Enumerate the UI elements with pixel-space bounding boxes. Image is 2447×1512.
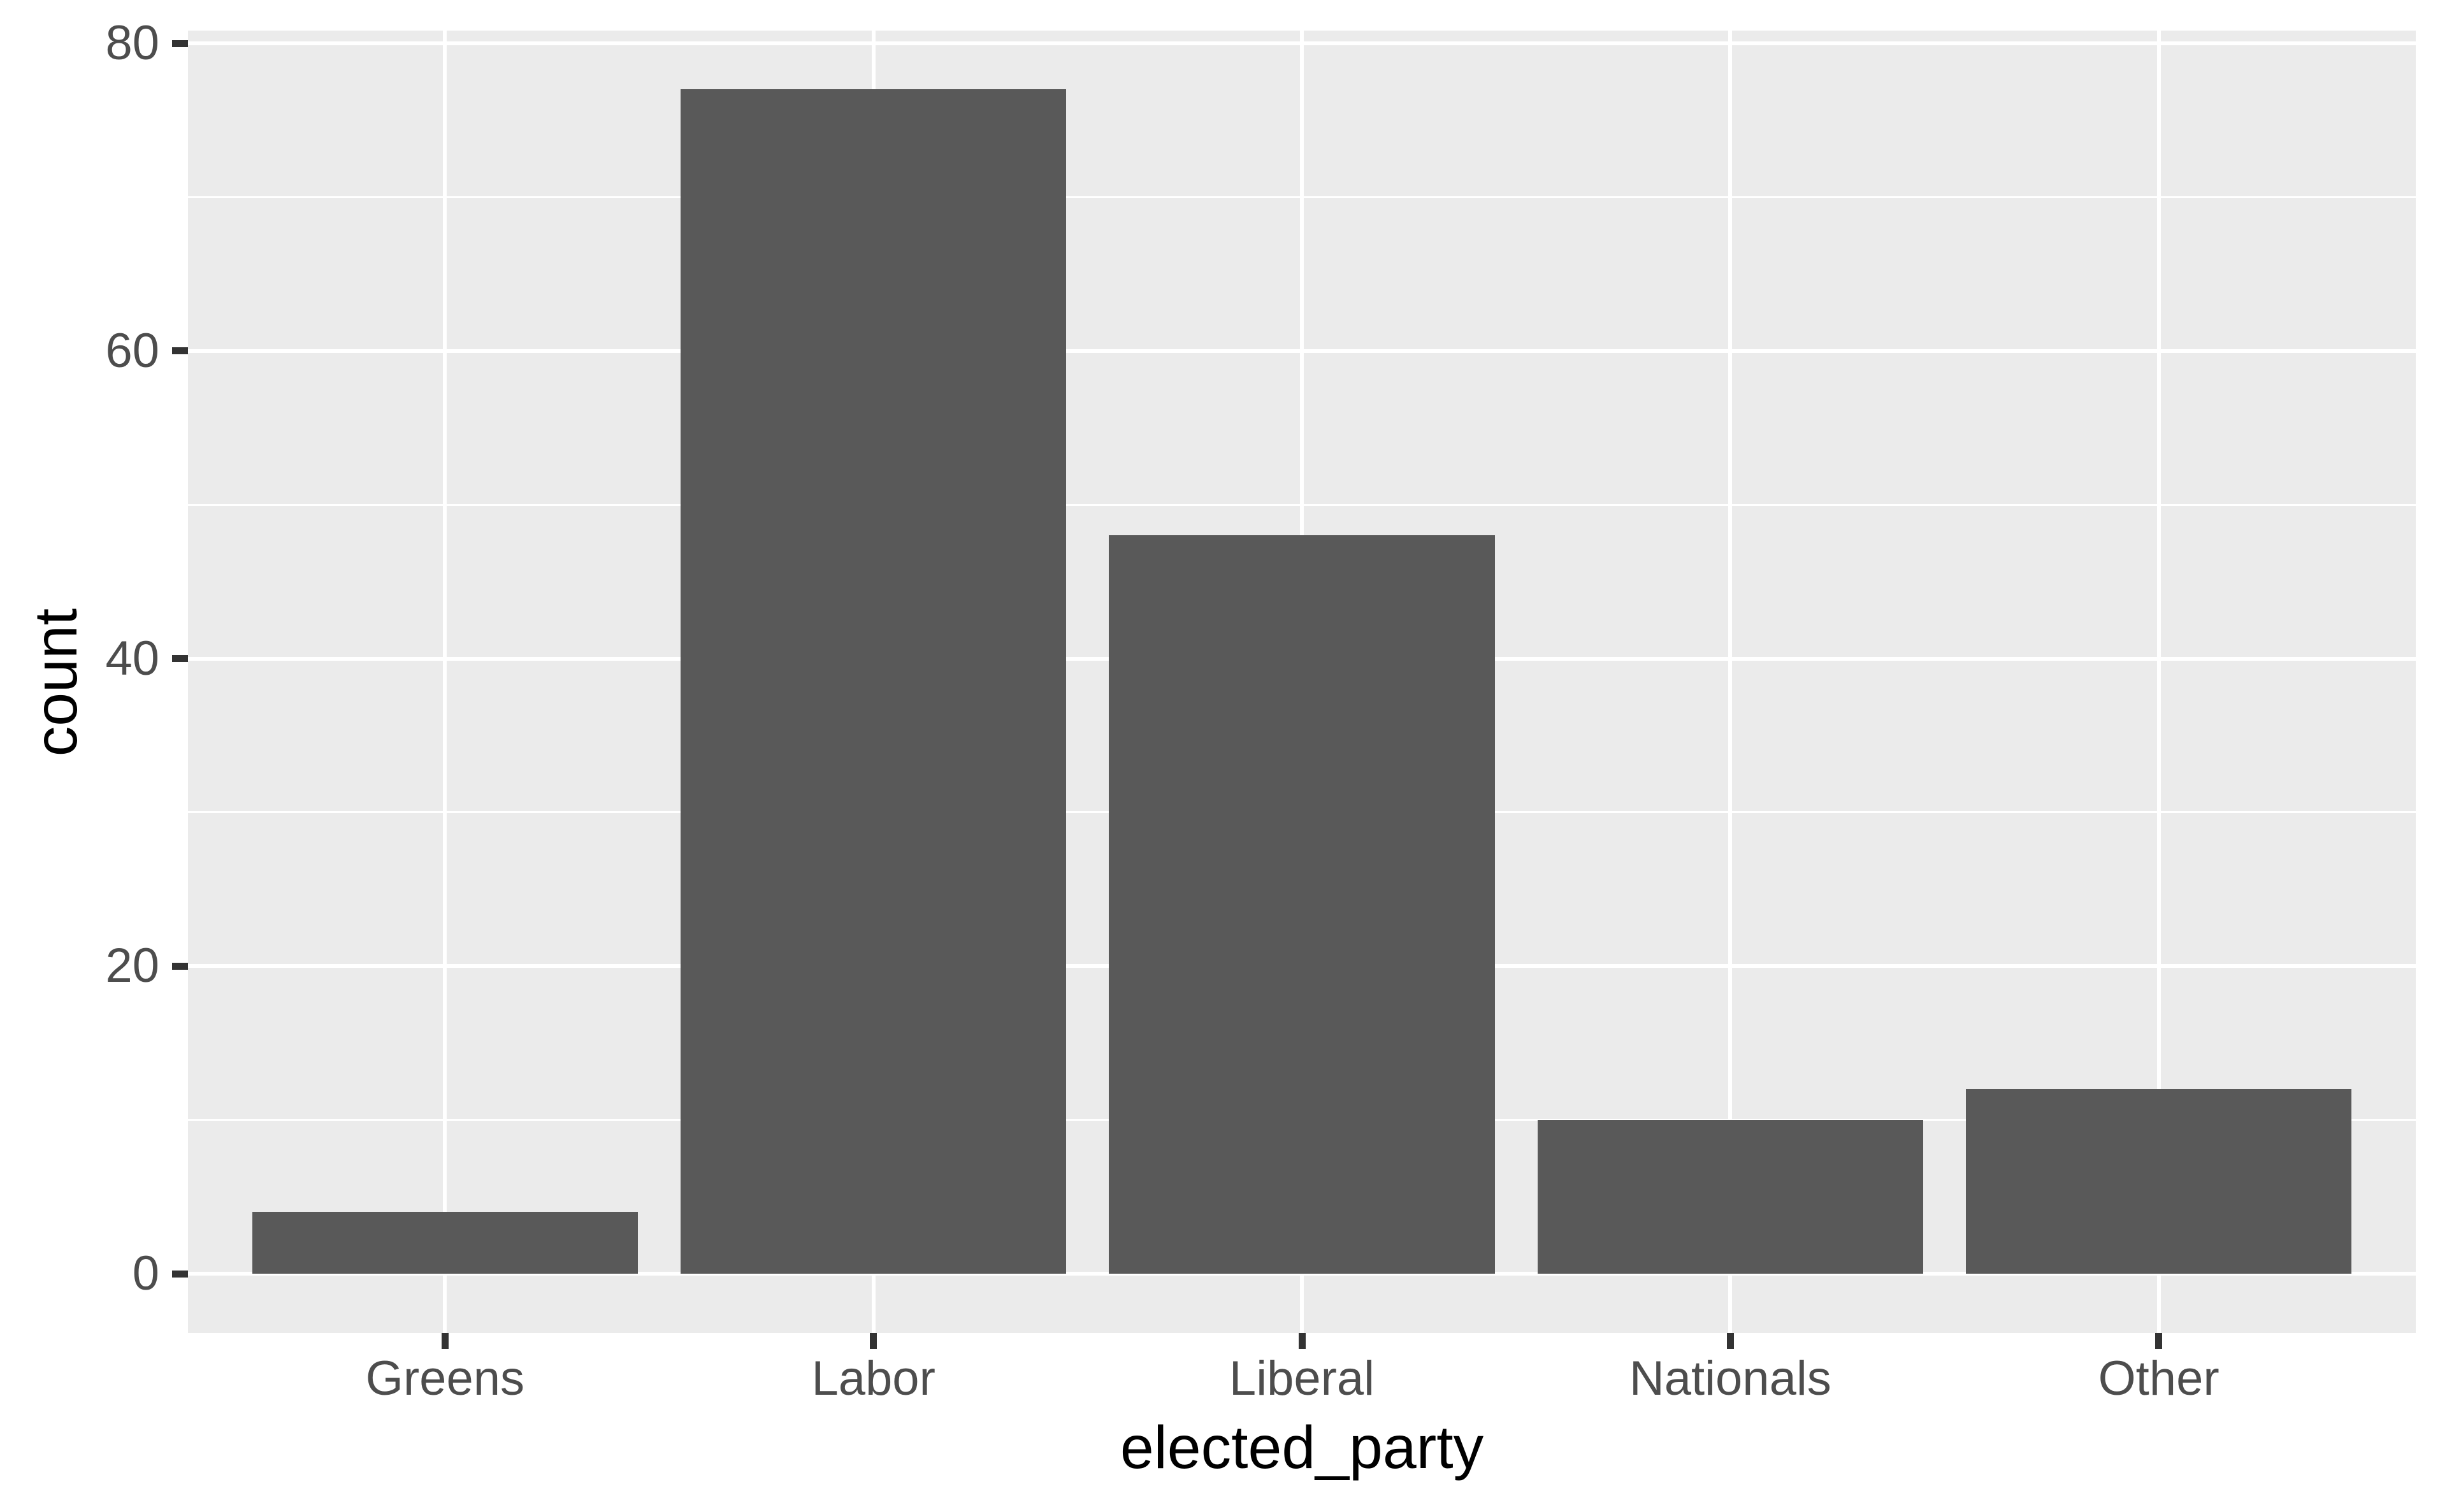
y-axis-tick-0 [172,1270,188,1278]
x-tick-label-liberal: Liberal [1229,1351,1375,1406]
x-axis-tick-other [2155,1333,2163,1349]
y-axis-tick-80 [172,40,188,47]
plot-panel [188,31,2416,1333]
x-tick-label-nationals: Nationals [1629,1351,1831,1406]
x-axis-tick-nationals [1726,1333,1734,1349]
bar-labor [681,89,1067,1274]
bar-other [1966,1089,2352,1274]
x-tick-label-labor: Labor [811,1351,935,1406]
gridline-x-greens [443,31,447,1333]
bar-liberal [1109,535,1495,1274]
y-axis-tick-20 [172,962,188,970]
gridline-x-other [2156,31,2161,1333]
x-tick-label-other: Other [2098,1351,2220,1406]
y-axis-tick-60 [172,347,188,355]
x-axis-tick-liberal [1298,1333,1306,1349]
y-tick-label-0: 0 [132,1246,159,1300]
gridline-x-nationals [1728,31,1733,1333]
y-tick-label-60: 60 [105,323,159,378]
y-axis-tick-40 [172,655,188,662]
y-tick-label-80: 80 [105,16,159,70]
x-axis-tick-labor [870,1333,877,1349]
bar-nationals [1537,1120,1923,1274]
x-axis-title: elected_party [1120,1414,1484,1481]
bar-greens [252,1212,638,1274]
x-tick-label-greens: Greens [365,1351,524,1406]
x-axis-tick-greens [441,1333,449,1349]
y-tick-label-40: 40 [105,631,159,686]
y-tick-label-20: 20 [105,939,159,993]
